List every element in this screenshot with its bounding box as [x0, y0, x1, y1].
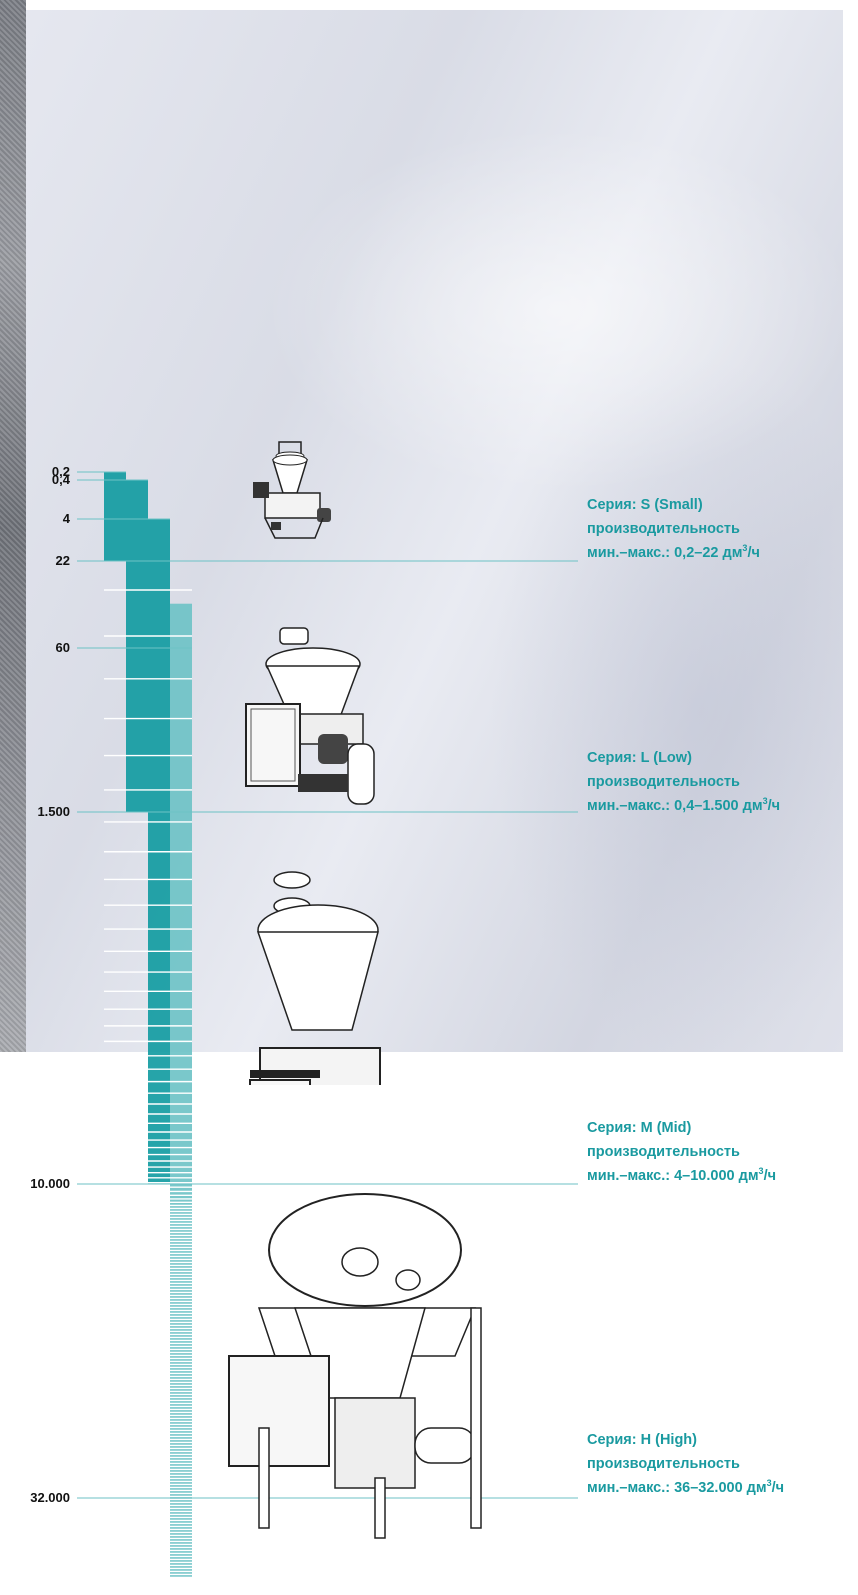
tick-label: 0,4	[52, 472, 71, 487]
tick-label: 60	[56, 640, 70, 655]
tick-label: 32.000	[30, 1490, 70, 1505]
feeder-small-illustration	[253, 441, 331, 539]
tick-label: 0,2	[52, 464, 70, 479]
series-label-l: Серия: L (Low) производительность мин.–м…	[587, 746, 857, 818]
feeder-mid-illustration	[249, 871, 381, 1085]
tick-label: 10.000	[30, 1176, 70, 1191]
series-desc: производительность	[587, 521, 740, 537]
series-desc: производительность	[587, 774, 740, 790]
series-name: Серия: L (Low)	[587, 750, 692, 766]
series-name: Серия: S (Small)	[587, 497, 703, 513]
series-name: Серия: H (High)	[587, 1432, 697, 1448]
series-label-m: Серия: M (Mid) производительность мин.–м…	[587, 1116, 857, 1188]
series-range: мин.–макс.: 4–10.000 дм3/ч	[587, 1166, 777, 1184]
bar-1	[104, 472, 126, 561]
series-name: Серия: M (Mid)	[587, 1120, 692, 1136]
background-edge-texture	[0, 0, 26, 1052]
series-range: мин.–макс.: 0,2–22 дм3/ч	[587, 543, 760, 561]
tick-label: 1.500	[37, 804, 70, 819]
series-desc: производительность	[587, 1144, 740, 1160]
series-label-s: Серия: S (Small) производительность мин.…	[587, 493, 857, 565]
series-desc: производительность	[587, 1456, 740, 1472]
series-range: мин.–макс.: 0,4–1.500 дм3/ч	[587, 796, 781, 814]
tick-label: 22	[56, 553, 70, 568]
series-range: мин.–макс.: 36–32.000 дм3/ч	[587, 1478, 785, 1496]
tick-label: 4	[63, 511, 71, 526]
bar-4	[170, 603, 192, 1578]
feeder-high-illustration	[228, 1193, 482, 1539]
series-label-h: Серия: H (High) производительность мин.–…	[587, 1428, 857, 1500]
feeder-low-illustration	[245, 627, 375, 805]
bar-2	[126, 480, 148, 812]
